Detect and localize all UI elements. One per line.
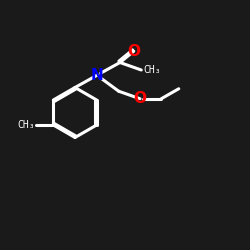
Text: O: O bbox=[127, 44, 140, 59]
Text: N: N bbox=[91, 68, 104, 82]
Text: CH₃: CH₃ bbox=[144, 65, 161, 75]
Text: O: O bbox=[134, 91, 146, 106]
Text: CH₃: CH₃ bbox=[17, 120, 34, 130]
